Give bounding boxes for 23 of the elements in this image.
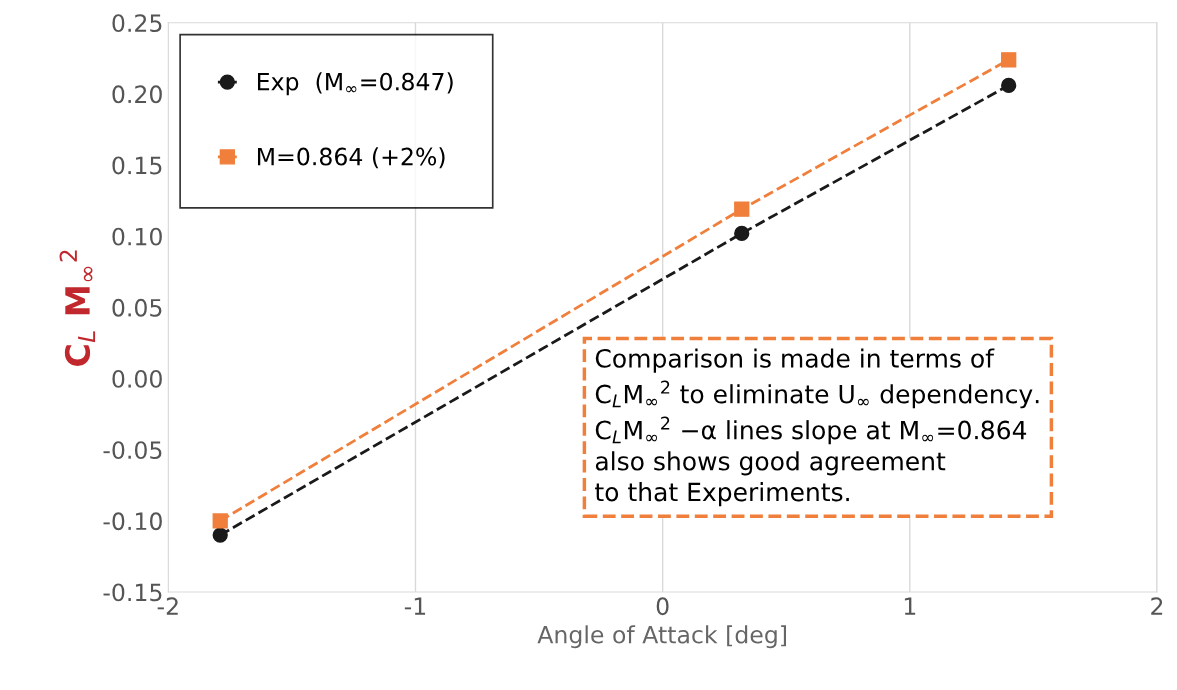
legend-label: Exp (M$_{∞}$=0.847) [257, 72, 453, 96]
y-tick-label: 0.00 [112, 370, 162, 388]
x-tick-label: 1 [904, 597, 916, 615]
point [212, 527, 228, 543]
x-tick-label: -1 [404, 597, 426, 615]
y-axis-title: C$_{L}$ M$_{∞}$$^{2}$ [59, 250, 96, 366]
y-tick-label: 0.20 [112, 85, 162, 104]
point [212, 513, 228, 529]
point [1001, 52, 1017, 68]
x-tick-label: 2 [1151, 597, 1163, 615]
y-tick-label: 0.15 [112, 156, 162, 175]
point [1001, 77, 1017, 94]
y-tick-label: 0.25 [112, 14, 162, 33]
y-tick-label: -0.05 [103, 441, 162, 460]
y-tick-label: 0.10 [112, 227, 162, 246]
legend-label: M=0.864 (+2%) [257, 147, 445, 169]
x-tick-label: 0 [656, 597, 669, 616]
y-tick-label: 0.05 [112, 298, 162, 317]
x-axis-title: Angle of Attack [deg] [537, 625, 786, 649]
y-tick-label: -0.10 [103, 512, 162, 531]
text: Comparison is made in terms of C$_{L}$M$_{∞}$$^{2}$ to eliminate U$_{∞}$ dependency. C$_{L}$M$_{∞}$$^{2}$ −α lines slope at M$_{∞}$=0.864 also shows good agreement to that Experiments. [595, 348, 1039, 507]
point [734, 201, 750, 217]
point [734, 225, 750, 242]
